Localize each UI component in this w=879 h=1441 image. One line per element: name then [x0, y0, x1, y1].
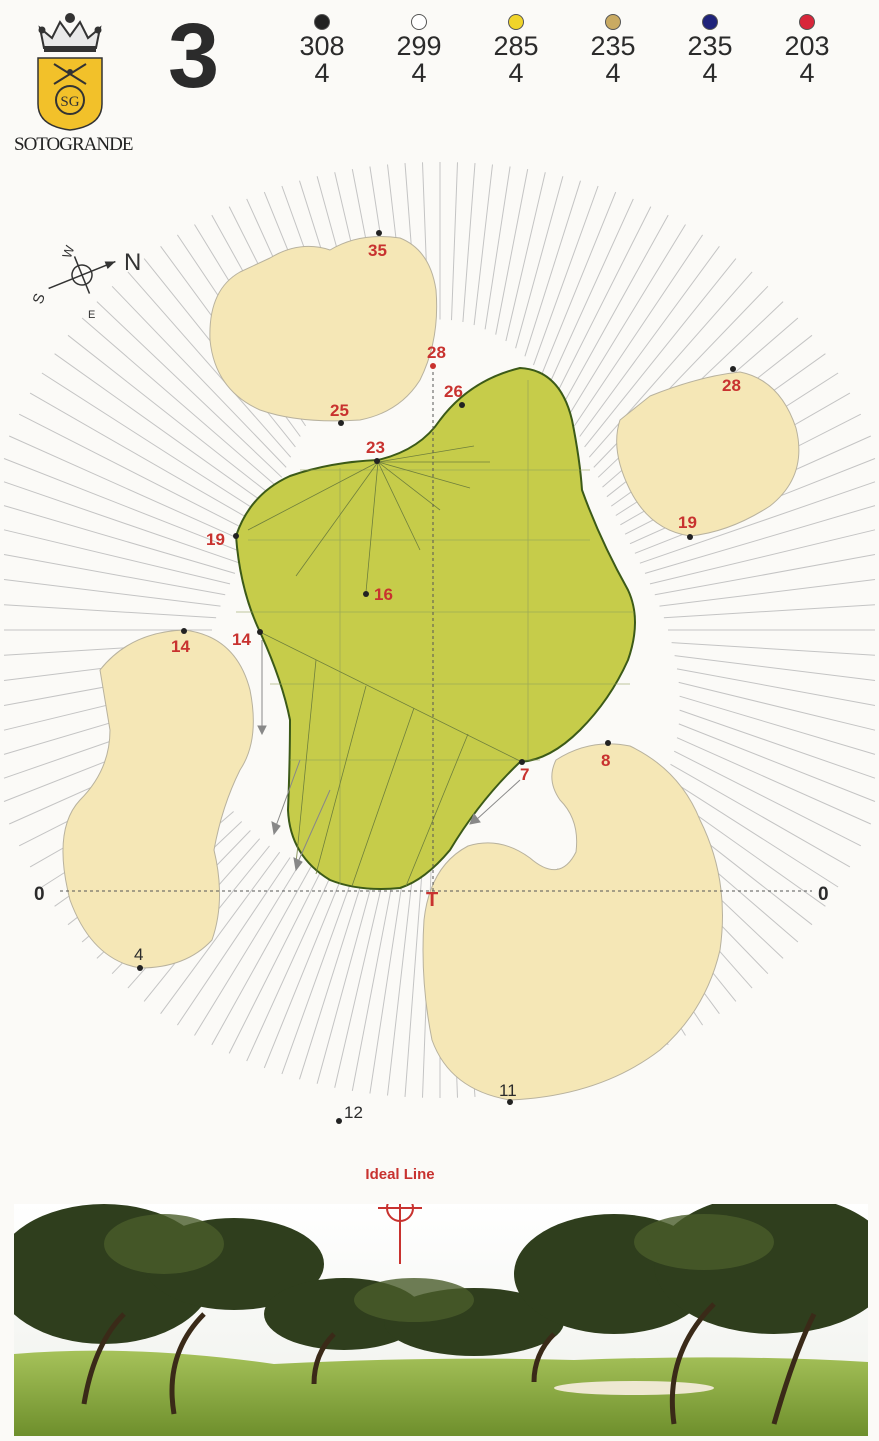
bunker-label-25: 25	[330, 401, 349, 420]
club-crest: SG	[37, 13, 103, 131]
tee-yards: 235	[590, 31, 636, 61]
tee-column: 285 4	[481, 8, 551, 88]
tee-color-dot	[508, 14, 524, 30]
tee-color-dot	[799, 14, 815, 30]
ideal-line-crosshair-icon	[378, 1204, 422, 1264]
compass-s: S	[29, 291, 48, 306]
bunker-left	[62, 629, 254, 969]
axis-right-zero: 0	[818, 884, 829, 905]
bunker-lower-right	[422, 743, 723, 1101]
putting-green	[234, 366, 636, 890]
green-point-16: 16	[374, 585, 393, 604]
center-pin-dot	[430, 363, 436, 369]
tee-par: 4	[605, 58, 621, 88]
axis-left-zero: 0	[34, 884, 45, 905]
tee-par: 4	[799, 58, 815, 88]
tee-column: 235 4	[675, 8, 745, 88]
tee-yards: 203	[784, 31, 830, 61]
bunker-right	[616, 371, 800, 537]
bunker-top	[209, 236, 438, 422]
club-name: SOTOGRANDE	[14, 134, 133, 155]
logo-initials: SG	[60, 94, 79, 110]
tee-yards: 235	[687, 31, 733, 61]
bunker-label-14: 14	[171, 637, 190, 656]
tee-yards: 299	[396, 31, 442, 61]
bunker-label-8: 8	[601, 751, 610, 770]
green-point-19: 19	[206, 530, 225, 549]
tee-par: 4	[508, 58, 524, 88]
green-point-26: 26	[444, 382, 463, 401]
tee-color-dot	[314, 14, 330, 30]
green-point-7: 7	[520, 765, 529, 784]
compass-rose-icon	[48, 256, 116, 294]
tee-color-dot	[605, 14, 621, 30]
green-contours	[247, 445, 523, 887]
bunker-label-11: 11	[499, 1081, 517, 1100]
tee-par: 4	[702, 58, 718, 88]
front-label-12: 12	[344, 1103, 363, 1122]
tee-color-dot	[702, 14, 718, 30]
approach-arrows	[257, 640, 521, 872]
tee-color-dot	[411, 14, 427, 30]
hole-number: 3	[168, 5, 220, 107]
tee-marker: T	[426, 889, 438, 911]
bunker-label-4: 4	[134, 945, 143, 964]
hole-layout: N W S E 0 0 T 28 26 23 19 16 14 7 35 25 …	[3, 162, 876, 1124]
tee-par: 4	[411, 58, 427, 88]
crown-icon	[38, 13, 102, 52]
bunker-label-19: 19	[678, 513, 697, 532]
tee-column: 299 4	[384, 8, 454, 88]
compass-n: N	[124, 249, 141, 276]
bunker-label-28: 28	[722, 376, 741, 395]
tee-column: 235 4	[578, 8, 648, 88]
ideal-line-label: Ideal Line	[365, 1166, 435, 1183]
tee-column: 308 4	[287, 8, 357, 88]
green-point-14: 14	[232, 630, 251, 649]
shield-icon	[37, 57, 103, 131]
tee-yards: 308	[299, 31, 345, 61]
tee-par: 4	[314, 58, 330, 88]
center-distance-label: 28	[427, 343, 446, 362]
tee-column: 203 4	[772, 8, 842, 88]
green-grid	[236, 380, 634, 884]
bunker-label-35: 35	[368, 241, 387, 260]
course-view-photo	[14, 1204, 868, 1436]
tee-yards: 285	[493, 31, 539, 61]
compass-e: E	[88, 309, 95, 321]
compass-w: W	[59, 243, 78, 260]
green-point-23: 23	[366, 438, 385, 457]
